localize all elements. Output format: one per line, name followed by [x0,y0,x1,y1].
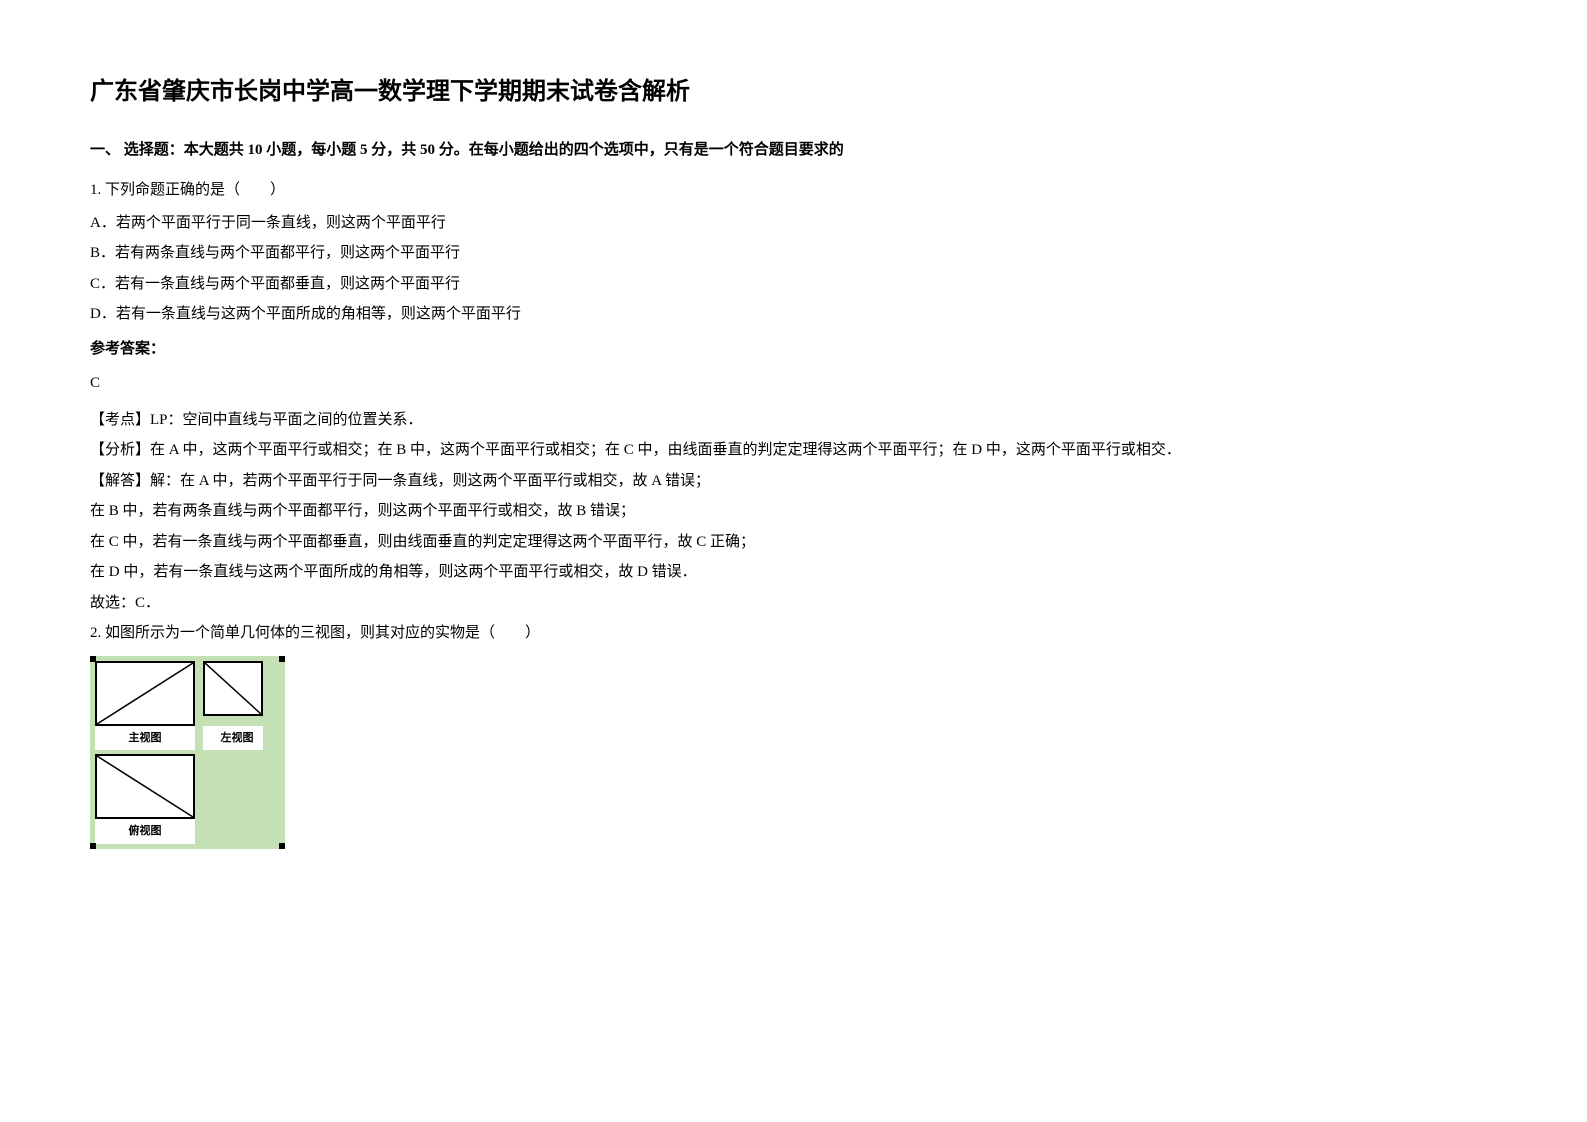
q1-answer: C [90,369,1497,398]
q1-solution-d: 在 D 中，若有一条直线与这两个平面所成的角相等，则这两个平面平行或相交，故 D… [90,558,1497,587]
q1-solution-a: 【解答】解：在 A 中，若两个平面平行于同一条直线，则这两个平面平行或相交，故 … [90,467,1497,496]
q1-conclusion: 故选：C． [90,589,1497,618]
three-view-diagram: 主视图 左视图 俯视图 [90,656,285,850]
q1-analysis: 【分析】在 A 中，这两个平面平行或相交；在 B 中，这两个平面平行或相交；在 … [90,436,1497,465]
side-view-label: 左视图 [203,726,263,751]
q1-option-c: C．若有一条直线与两个平面都垂直，则这两个平面平行 [90,270,1497,299]
q1-stem: 1. 下列命题正确的是（ ） [90,176,1497,205]
top-view-label: 俯视图 [95,819,195,844]
q2-stem: 2. 如图所示为一个简单几何体的三视图，则其对应的实物是（ ） [90,619,1497,648]
document-title: 广东省肇庆市长岗中学高一数学理下学期期末试卷含解析 [90,70,1497,116]
side-view-box [203,661,263,716]
top-view-box [95,754,195,819]
side-view-svg [205,663,261,714]
main-view-label: 主视图 [95,726,195,751]
q1-solution-c: 在 C 中，若有一条直线与两个平面都垂直，则由线面垂直的判定定理得这两个平面平行… [90,528,1497,557]
q1-option-b: B．若有两条直线与两个平面都平行，则这两个平面平行 [90,239,1497,268]
q1-solution-b: 在 B 中，若有两条直线与两个平面都平行，则这两个平面平行或相交，故 B 错误； [90,497,1497,526]
q1-point: 【考点】LP：空间中直线与平面之间的位置关系． [90,406,1497,435]
answer-label: 参考答案： [90,335,1497,364]
main-view-container [95,661,195,726]
q1-option-a: A．若两个平面平行于同一条直线，则这两个平面平行 [90,209,1497,238]
main-view-box [95,661,195,726]
q1-option-d: D．若有一条直线与这两个平面所成的角相等，则这两个平面平行 [90,300,1497,329]
side-view-container [203,661,263,716]
top-view-svg [97,756,193,817]
section-header: 一、 选择题：本大题共 10 小题，每小题 5 分，共 50 分。在每小题给出的… [90,136,1497,165]
top-view-container: 俯视图 [95,754,280,844]
main-view-svg [97,663,193,724]
